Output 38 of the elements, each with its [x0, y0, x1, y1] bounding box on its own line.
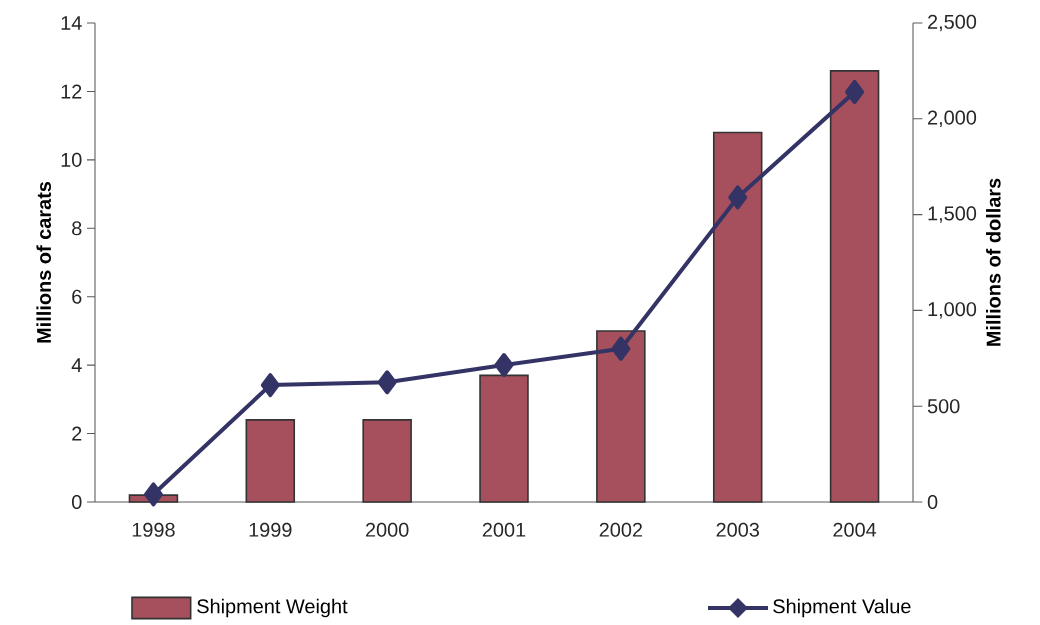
- x-tick-label: 1998: [132, 522, 175, 537]
- point: [377, 370, 397, 395]
- point: [728, 185, 748, 210]
- point: [845, 79, 865, 104]
- x-tick-label: 2003: [716, 522, 759, 537]
- y-tick-label: 4: [71, 358, 82, 372]
- x-tick-label: 1999: [249, 522, 292, 537]
- y-tick-label: 8: [72, 221, 82, 236]
- y-axis-title: Millions of carats: [36, 181, 52, 343]
- x-tick-label: 2001: [482, 522, 526, 537]
- point: [143, 482, 163, 507]
- bar: [829, 70, 880, 503]
- y2-tick-label: 1,500: [928, 206, 977, 223]
- y2-tick-label: 500: [927, 399, 960, 414]
- y-tick-label: 10: [61, 152, 82, 167]
- bar: [712, 131, 763, 503]
- point: [611, 336, 631, 361]
- x-tick-label: 2002: [599, 522, 643, 537]
- x-tick-label: 2004: [833, 522, 877, 537]
- y-tick-label: 6: [72, 289, 82, 304]
- y-tick-label: 2: [72, 426, 82, 441]
- y2-tick-label: 1,000: [928, 302, 977, 319]
- y2-tick-label: 2,500: [928, 14, 977, 32]
- bar: [479, 374, 529, 503]
- bar: [362, 419, 412, 503]
- y-tick-label: 0: [72, 494, 82, 510]
- point: [494, 353, 514, 378]
- bar: [245, 419, 296, 503]
- legend-label: Shipment Value: [773, 598, 911, 618]
- y2-tick-label: 0: [927, 494, 938, 510]
- bar: [596, 330, 646, 503]
- point: [260, 373, 280, 398]
- y2-tick-label: 2,000: [928, 110, 977, 128]
- y-tick-label: 14: [61, 16, 82, 30]
- y2-axis-title: Millions of dollars: [986, 178, 1001, 346]
- legend-label: Shipment Weight: [197, 598, 348, 618]
- y-tick-label: 12: [61, 84, 82, 99]
- x-tick-label: 2000: [365, 522, 409, 537]
